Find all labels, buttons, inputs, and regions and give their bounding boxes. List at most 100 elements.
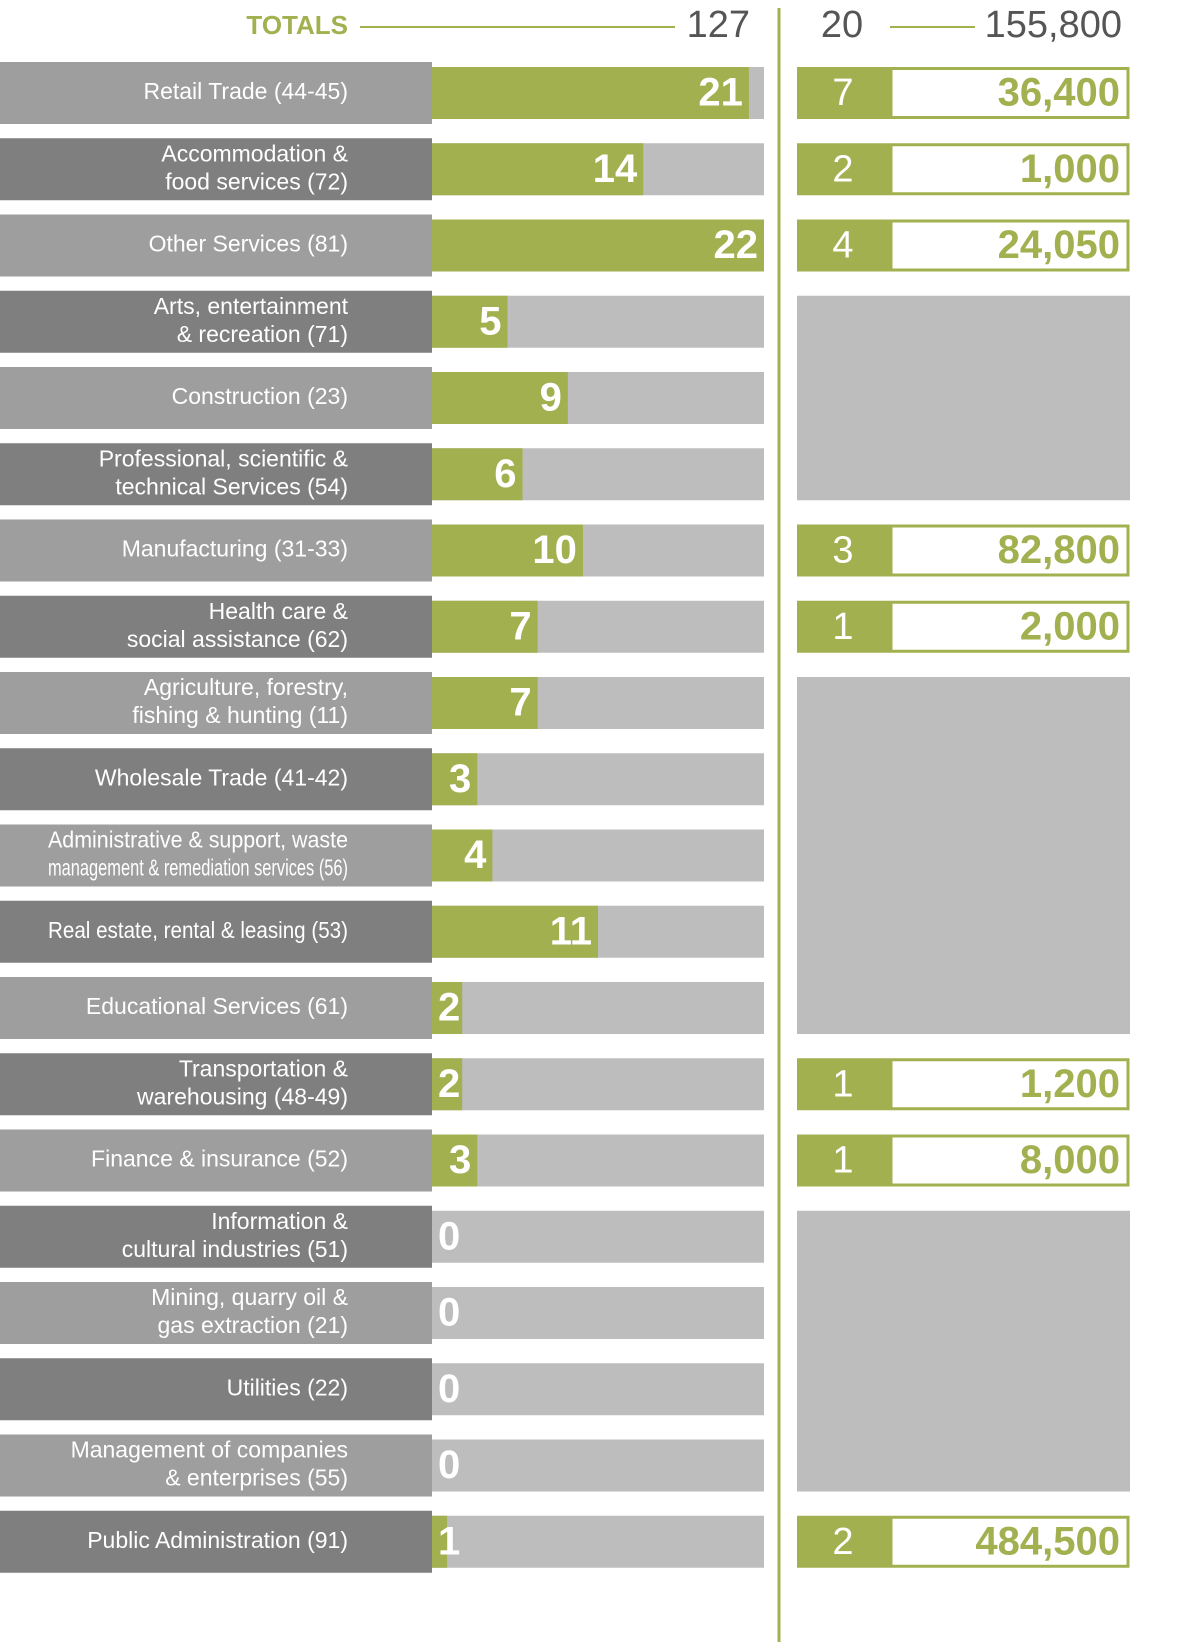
empty-panel: [797, 1272, 1130, 1364]
totals-label: TOTALS: [246, 10, 348, 40]
category-label: gas extraction (21): [158, 1312, 348, 1338]
category-label: warehousing (48-49): [136, 1083, 348, 1109]
amount-box: [889, 219, 1130, 272]
category-label: Agriculture, forestry,: [144, 674, 348, 700]
category-label: Retail Trade (44-45): [143, 78, 348, 104]
category-label: Educational Services (61): [86, 993, 348, 1019]
value-label: 7: [509, 604, 531, 648]
amount-label: 2,000: [1020, 604, 1120, 648]
label-panel: [0, 977, 432, 1039]
empty-panel: [797, 891, 1130, 982]
empty-panel: [797, 967, 1130, 1034]
category-label: Mining, quarry oil &: [151, 1284, 348, 1310]
amount-box: [889, 1515, 1130, 1568]
value-label: 21: [698, 71, 743, 115]
value-label: 2: [438, 986, 460, 1030]
category-label: Real estate, rental & leasing (53): [48, 917, 348, 943]
project-count: 2: [832, 148, 853, 190]
amount-box: [889, 524, 1130, 577]
amount-label: 36,400: [998, 71, 1120, 115]
category-label: technical Services (54): [115, 473, 348, 499]
project-count: 7: [832, 72, 853, 114]
bar: [432, 1134, 478, 1187]
value-label: 4: [464, 833, 487, 877]
value-label: 3: [449, 1138, 471, 1182]
category-label: Public Administration (91): [87, 1527, 348, 1553]
category-label: & recreation (71): [177, 321, 348, 347]
label-panel: [0, 1129, 432, 1192]
label-panel: [0, 519, 432, 582]
project-box: [797, 600, 890, 653]
amount-label: 8,000: [1020, 1138, 1120, 1182]
bar: [432, 905, 598, 958]
project-count: 1: [832, 1063, 853, 1105]
label-panel: [0, 748, 432, 811]
category-label: Finance & insurance (52): [91, 1146, 348, 1172]
bar: [432, 1515, 448, 1568]
category-label: Management of companies: [71, 1437, 348, 1463]
project-count: 1: [832, 1140, 853, 1182]
category-label: Health care &: [209, 598, 348, 624]
category-label: food services (72): [165, 168, 348, 194]
amount-box: [889, 67, 1130, 119]
category-label: Professional, scientific &: [99, 445, 348, 471]
label-panel: [0, 1282, 432, 1344]
bar: [432, 295, 508, 348]
empty-panel: [797, 434, 1130, 501]
bar: [432, 1058, 463, 1111]
category-label: Utilities (22): [227, 1374, 348, 1400]
bar: [432, 524, 583, 577]
category-label: Transportation &: [179, 1055, 348, 1081]
label-panel: [0, 1434, 432, 1497]
bar-track: [432, 753, 764, 806]
value-label: 10: [532, 528, 577, 572]
amount-label: 82,800: [998, 528, 1120, 572]
project-box: [797, 1058, 890, 1111]
project-count: 3: [832, 530, 853, 572]
value-label: 9: [540, 376, 562, 420]
total-count: 127: [687, 4, 750, 46]
project-box: [797, 67, 890, 119]
label-panel: [0, 595, 432, 658]
label-panel: [0, 1510, 432, 1573]
value-label: 22: [714, 223, 759, 267]
label-panel: [0, 1053, 432, 1116]
category-label: social assistance (62): [127, 626, 348, 652]
value-label: 0: [438, 1291, 460, 1335]
amount-box: [889, 600, 1130, 653]
project-count: 4: [832, 225, 853, 267]
bar: [432, 600, 538, 653]
category-label: management & remediation services (56): [48, 855, 348, 881]
empty-panel: [797, 357, 1130, 449]
bar-track: [432, 1439, 764, 1492]
bar: [432, 829, 493, 882]
amount-label: 24,050: [998, 223, 1120, 267]
label-panel: [0, 214, 432, 277]
amount-box: [889, 1058, 1130, 1111]
value-label: 14: [593, 147, 638, 191]
value-label: 0: [438, 1214, 460, 1258]
category-label: cultural industries (51): [122, 1236, 348, 1262]
bar: [432, 67, 749, 119]
label-panel: [0, 443, 432, 506]
value-label: 3: [449, 757, 471, 801]
bar: [432, 753, 478, 806]
category-label: Accommodation &: [161, 140, 348, 166]
bar-track: [432, 1210, 764, 1263]
project-box: [797, 219, 890, 272]
project-box: [797, 143, 890, 196]
amount-label: 484,500: [975, 1519, 1120, 1563]
category-label: Administrative & support, waste: [48, 827, 348, 853]
category-label: Construction (23): [172, 383, 348, 409]
category-label: Other Services (81): [149, 231, 348, 257]
bar-track: [432, 1363, 764, 1416]
empty-panel: [797, 1425, 1130, 1492]
value-label: 2: [438, 1062, 460, 1106]
category-label: Wholesale Trade (41-42): [95, 764, 348, 790]
label-panel: [0, 1205, 432, 1268]
bar-track: [432, 1134, 764, 1187]
amount-label: 1,200: [1020, 1062, 1120, 1106]
label-panel: [0, 138, 432, 201]
amount-box: [889, 1134, 1130, 1187]
